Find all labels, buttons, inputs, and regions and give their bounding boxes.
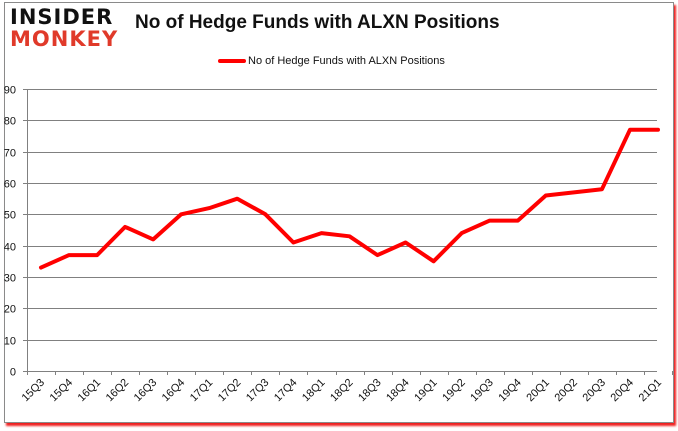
x-tick-label: 18Q4 <box>384 377 412 405</box>
x-tick-label: 17Q1 <box>188 377 216 405</box>
x-tick-label: 20Q2 <box>552 377 580 405</box>
insider-monkey-logo: INSIDER MONKEY <box>10 6 118 50</box>
x-tick-label: 16Q2 <box>104 377 132 405</box>
y-tick-label: 80 <box>4 116 16 128</box>
x-tick-label: 20Q1 <box>524 377 552 405</box>
series-line <box>39 127 660 270</box>
y-tick-label: 0 <box>10 367 16 379</box>
y-tick-label: 60 <box>4 179 16 191</box>
logo-line1: INSIDER <box>10 5 114 29</box>
y-tick-label: 40 <box>4 242 16 254</box>
x-tick-label: 21Q1 <box>637 377 665 405</box>
x-tick-label: 17Q3 <box>244 377 272 405</box>
x-tick-label: 15Q3 <box>20 377 48 405</box>
x-tick-label: 16Q1 <box>76 377 104 405</box>
x-tick-label: 19Q3 <box>468 377 496 405</box>
x-tick-label: 16Q4 <box>160 377 188 405</box>
x-tick-label: 18Q1 <box>300 377 328 405</box>
x-tick-label: 19Q1 <box>412 377 440 405</box>
x-tick-label: 19Q4 <box>496 377 524 405</box>
y-tick-label: 70 <box>4 148 16 160</box>
y-tick-label: 50 <box>4 210 16 222</box>
x-tick-label: 18Q2 <box>328 377 356 405</box>
y-tick-label: 90 <box>4 85 16 97</box>
legend-line-swatch-icon <box>218 59 246 63</box>
x-tick-label: 18Q3 <box>356 377 384 405</box>
x-tick-label: 15Q4 <box>48 377 76 405</box>
x-tick-label: 19Q2 <box>440 377 468 405</box>
x-tick-label: 17Q2 <box>216 377 244 405</box>
x-tick-label: 20Q4 <box>609 377 637 405</box>
legend: No of Hedge Funds with ALXN Positions <box>218 55 445 67</box>
chart-frame <box>4 2 674 423</box>
x-tick-label: 16Q3 <box>132 377 160 405</box>
x-tick-label: 20Q3 <box>581 377 609 405</box>
legend-label: No of Hedge Funds with ALXN Positions <box>248 55 445 67</box>
y-tick-label: 20 <box>4 304 16 316</box>
chart-title: No of Hedge Funds with ALXN Positions <box>135 12 500 33</box>
y-tick-label: 30 <box>4 273 16 285</box>
y-tick-label: 10 <box>4 336 16 348</box>
logo-line2: MONKEY <box>10 27 119 51</box>
x-tick-label: 17Q4 <box>272 377 300 405</box>
